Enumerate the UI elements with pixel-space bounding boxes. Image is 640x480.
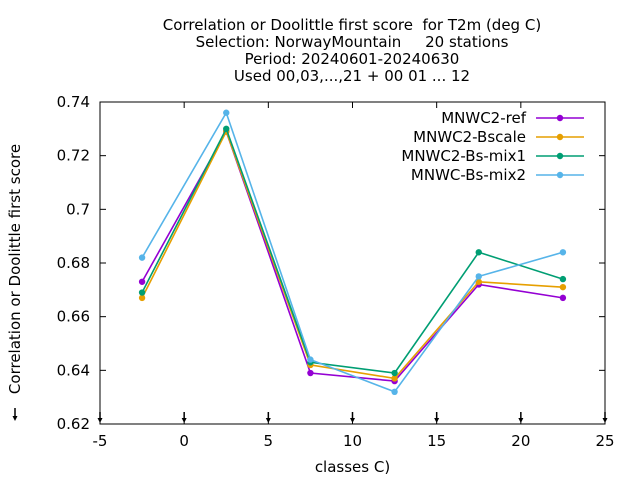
y-tick-label: 0.64	[57, 361, 90, 379]
chart-title: Correlation or Doolittle first score for…	[163, 16, 541, 85]
legend-marker	[556, 114, 564, 122]
legend: MNWC2-refMNWC2-BscaleMNWC2-Bs-mix1MNWC-B…	[401, 109, 584, 184]
legend-marker	[556, 152, 564, 160]
data-point	[138, 294, 146, 302]
y-axis-label-group: Correlation or Doolittle first score	[6, 144, 24, 421]
x-tick-label: 10	[343, 432, 362, 450]
data-point	[559, 249, 567, 256]
title-line-2: Selection: NorwayMountain 20 stations	[196, 33, 509, 51]
y-tick-label: 0.7	[66, 200, 90, 218]
y-axis-label: Correlation or Doolittle first score	[6, 144, 24, 394]
data-point	[138, 254, 146, 261]
y-axis: 0.62 0.64 0.66 0.68 0.7 0.72 0.74	[57, 93, 605, 433]
count-marker-arrow	[181, 418, 187, 423]
x-tick-label: 5	[264, 432, 274, 450]
data-point	[475, 249, 482, 256]
data-point	[559, 283, 567, 291]
title-line-1: Correlation or Doolittle first score for…	[163, 16, 541, 34]
x-axis-label: classes C)	[315, 458, 390, 476]
legend-label: MNWC2-Bs-mix1	[401, 147, 526, 165]
legend-label: MNWC-Bs-mix2	[411, 166, 526, 184]
data-point	[391, 375, 398, 382]
legend-marker	[556, 133, 564, 141]
series-line	[141, 110, 564, 393]
data-point	[223, 109, 230, 116]
y-label-arrow-head	[12, 416, 18, 421]
x-tick-label: 15	[427, 432, 446, 450]
data-point	[559, 275, 567, 283]
data-point	[138, 289, 146, 296]
count-markers	[97, 412, 608, 423]
y-tick-label: 0.74	[57, 93, 90, 111]
count-marker-arrow	[434, 418, 440, 423]
data-point	[307, 369, 314, 377]
y-tick-label: 0.66	[57, 308, 90, 326]
count-marker-arrow	[97, 418, 103, 423]
data-point	[475, 278, 482, 285]
count-marker-arrow	[518, 418, 524, 423]
series-MNWC-Bs-mix2	[138, 109, 567, 395]
legend-label: MNWC2-ref	[441, 109, 526, 127]
data-point	[223, 125, 230, 133]
series-group	[138, 109, 567, 395]
data-point	[138, 278, 146, 285]
count-marker-arrow	[350, 418, 355, 423]
legend-marker	[556, 171, 564, 179]
data-point	[391, 369, 398, 377]
y-tick-label: 0.68	[57, 254, 90, 272]
data-point	[391, 388, 398, 395]
x-tick-label: 0	[179, 432, 189, 450]
series-line	[141, 129, 563, 380]
x-tick-label: 25	[595, 432, 614, 450]
legend-label: MNWC2-Bscale	[413, 128, 526, 146]
x-tick-label: 20	[511, 432, 530, 450]
data-point	[307, 356, 314, 363]
y-tick-label: 0.62	[57, 415, 90, 433]
title-line-4: Used 00,03,...,21 + 00 01 ... 12	[234, 67, 470, 85]
data-point	[559, 294, 567, 302]
x-tick-label: -5	[93, 432, 108, 450]
count-marker-arrow	[265, 418, 271, 423]
x-axis: -5 0 5 10 15 20 25	[93, 102, 615, 450]
data-point	[475, 273, 482, 280]
y-tick-label: 0.72	[57, 147, 90, 165]
title-line-3: Period: 20240601-20240630	[245, 50, 460, 68]
count-marker-arrow	[602, 418, 608, 423]
series-line	[141, 126, 564, 374]
